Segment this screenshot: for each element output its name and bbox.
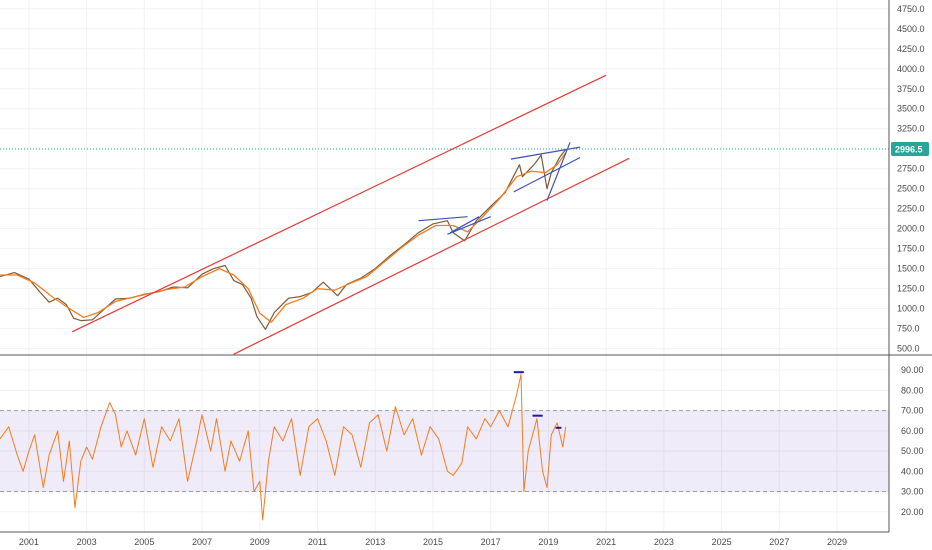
time-tick-label: 2009	[250, 537, 270, 547]
price-tick-label: 500.0	[897, 344, 920, 354]
rsi-band	[0, 410, 889, 492]
time-tick-label: 2019	[538, 537, 558, 547]
price-tick-label: 4500.0	[897, 24, 925, 34]
rsi-tick-label: 80.00	[901, 385, 924, 395]
last-price-badge: 2996.5	[891, 141, 929, 156]
time-tick-label: 2029	[827, 537, 847, 547]
last-price-label: 2996.5	[895, 144, 923, 154]
trendline-6[interactable]	[449, 216, 480, 234]
rsi-tick-label: 30.00	[901, 487, 924, 497]
price-tick-label: 4750.0	[897, 4, 925, 14]
trendline-0[interactable]	[71, 74, 607, 333]
trendline-2[interactable]	[418, 216, 468, 222]
time-tick-label: 2017	[481, 537, 501, 547]
price-axis[interactable]: 500.0 750.0 1000.0 1250.0 1500.0 1750.0 2000.0…	[897, 4, 925, 354]
trendline-5[interactable]	[513, 156, 581, 193]
price-series-1	[0, 152, 567, 323]
trendline-layer[interactable]	[71, 74, 630, 429]
rsi-tick-label: 70.00	[901, 406, 924, 416]
price-series-0	[0, 149, 567, 330]
price-tick-label: 1000.0	[897, 304, 925, 314]
trendline-4[interactable]	[510, 146, 581, 160]
time-tick-label: 2007	[192, 537, 212, 547]
time-tick-label: 2021	[596, 537, 616, 547]
grid	[0, 0, 889, 532]
price-tick-label: 2250.0	[897, 204, 925, 214]
rsi-series-0	[0, 373, 567, 521]
time-tick-label: 2015	[423, 537, 443, 547]
price-tick-label: 2750.0	[897, 164, 925, 174]
time-tick-label: 2005	[134, 537, 154, 547]
price-tick-label: 2000.0	[897, 224, 925, 234]
trendline-1[interactable]	[233, 157, 630, 355]
time-tick-label: 2023	[654, 537, 674, 547]
price-tick-label: 2500.0	[897, 184, 925, 194]
time-axis[interactable]: 2001 2003 2005 2007 2009 2011 2013 2015 2017 2019…	[19, 537, 847, 547]
price-tick-label: 4250.0	[897, 44, 925, 54]
trendline-3[interactable]	[447, 216, 491, 235]
time-tick-label: 2025	[712, 537, 732, 547]
rsi-tick-label: 60.00	[901, 426, 924, 436]
price-tick-label: 3250.0	[897, 124, 925, 134]
price-tick-label: 1500.0	[897, 264, 925, 274]
time-tick-label: 2013	[365, 537, 385, 547]
rsi-tick-label: 50.00	[901, 446, 924, 456]
price-tick-label: 1750.0	[897, 244, 925, 254]
rsi-band-lines	[0, 410, 889, 493]
rsi-tick-label: 40.00	[901, 466, 924, 476]
price-tick-label: 750.0	[897, 324, 920, 334]
rsi-axis[interactable]: 20.00 30.00 40.00 50.00 60.00 70.00 80.00 90.00	[901, 365, 924, 517]
rsi-tick-label: 20.00	[901, 507, 924, 517]
time-tick-label: 2011	[308, 537, 327, 547]
price-tick-label: 4000.0	[897, 64, 925, 74]
rsi-tick-label: 90.00	[901, 365, 924, 375]
time-tick-label: 2003	[77, 537, 97, 547]
last-price-badge-bg	[891, 141, 929, 156]
price-tick-label: 3500.0	[897, 104, 925, 114]
series-layer	[0, 149, 567, 521]
price-tick-label: 3750.0	[897, 84, 925, 94]
time-tick-label: 2027	[769, 537, 789, 547]
price-tick-label: 1250.0	[897, 284, 925, 294]
trendline-7[interactable]	[546, 142, 571, 201]
time-tick-label: 2001	[19, 537, 39, 547]
